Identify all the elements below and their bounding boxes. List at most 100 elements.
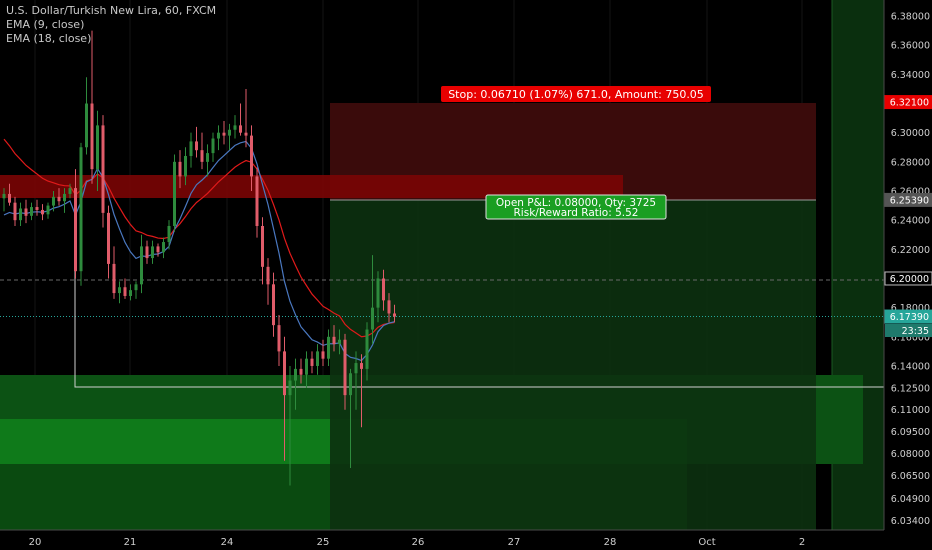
time-axis[interactable] — [0, 530, 884, 550]
candle-body — [30, 207, 33, 216]
candle-body — [52, 196, 55, 206]
candle — [13, 196, 17, 226]
candle-body — [250, 135, 253, 177]
candle-body — [299, 368, 303, 375]
candle — [178, 150, 182, 189]
candle-body — [68, 188, 72, 194]
candle — [382, 269, 385, 311]
candle-body — [338, 339, 341, 345]
candle — [19, 202, 22, 226]
time-tick-label: 24 — [221, 537, 234, 548]
candle-body — [349, 373, 352, 396]
pnl-label-line1: Open P&L: 0.08000, Qty: 3725 — [496, 197, 656, 209]
candle-body — [24, 208, 28, 216]
candle — [200, 132, 204, 170]
candle — [123, 278, 127, 299]
ema18-line[interactable] — [3, 138, 395, 338]
candle-body — [376, 278, 380, 308]
pnl-label-box — [485, 194, 667, 220]
candle — [316, 344, 319, 375]
candle — [85, 77, 88, 155]
price-axis-markers: 6.32100 6.25390 6.20000 6.17390 — [884, 95, 932, 324]
price-tick-label: 6.38000 — [891, 12, 930, 23]
candle — [244, 88, 248, 148]
candle-body — [184, 156, 187, 177]
candle — [365, 322, 369, 381]
price-tick-label: 6.08000 — [891, 449, 930, 460]
candle — [299, 358, 303, 384]
candle-body — [288, 380, 292, 396]
price-tick-label: 6.34000 — [891, 70, 930, 81]
candle — [233, 115, 237, 139]
position-profit-zone[interactable] — [330, 200, 816, 530]
candle — [173, 154, 176, 232]
candle-body — [343, 339, 347, 396]
candle — [305, 351, 308, 388]
price-marker-box — [884, 95, 932, 110]
ema9-legend[interactable]: EMA (9, close) — [6, 18, 85, 31]
candle-body — [46, 205, 50, 215]
candle-body — [217, 132, 220, 139]
candle — [294, 358, 297, 410]
price-tick-label: 6.04900 — [891, 494, 930, 505]
candle — [57, 188, 61, 206]
price-marker: 6.25390 — [884, 192, 932, 207]
candle — [74, 169, 77, 279]
candle — [211, 132, 215, 162]
candle — [129, 284, 132, 301]
candle-body — [360, 363, 363, 369]
ema18-legend[interactable]: EMA (18, close) — [6, 32, 92, 45]
candle-body — [96, 125, 99, 170]
candle-body — [35, 207, 39, 210]
candle — [140, 234, 143, 294]
candle-body — [151, 246, 154, 259]
candle-body — [2, 193, 6, 199]
candle-body — [200, 150, 204, 162]
time-tick-label: Oct — [698, 537, 715, 548]
time-tick-label: 25 — [317, 537, 330, 548]
candle-body — [19, 208, 22, 221]
candle — [332, 325, 336, 352]
time-tick-label: 28 — [604, 537, 617, 548]
candle — [101, 115, 105, 228]
candle — [255, 167, 259, 238]
candle — [184, 147, 187, 186]
candle — [35, 199, 39, 216]
candle-body — [140, 246, 143, 285]
candle — [217, 125, 220, 151]
candle — [387, 293, 391, 323]
candle — [261, 217, 264, 285]
price-tick-label: 6.09500 — [891, 427, 930, 438]
candle — [349, 368, 352, 469]
candle-body — [316, 351, 319, 366]
candle — [52, 191, 55, 212]
candle-body — [272, 284, 275, 326]
candle — [8, 183, 11, 206]
candle-body — [255, 176, 259, 226]
countdown-text: 23:35 — [902, 326, 929, 337]
price-marker: 6.20000 — [884, 271, 932, 286]
resistance-band[interactable] — [0, 175, 623, 198]
symbol-title[interactable]: U.S. Dollar/Turkish New Lira, 60, FXCM — [6, 4, 217, 17]
candle-body — [387, 300, 391, 314]
stop-label-text: Stop: 0.06710 (1.07%) 671.0, Amount: 750… — [448, 88, 704, 101]
candle-body — [41, 209, 44, 215]
candle-body — [222, 132, 226, 136]
price-tick-label: 6.11000 — [891, 405, 930, 416]
candle — [189, 132, 193, 168]
candle-body — [261, 225, 264, 267]
candle-body — [156, 246, 160, 253]
candle-body — [371, 307, 374, 330]
candle-body — [189, 141, 193, 157]
candle-body — [327, 336, 330, 359]
price-tick-label: 6.22000 — [891, 245, 930, 256]
price-marker-text: 6.32100 — [890, 98, 929, 109]
candle-body — [162, 242, 165, 253]
candle-body — [195, 141, 198, 151]
candle — [151, 240, 154, 264]
candle — [145, 240, 149, 264]
price-marker-text: 6.25390 — [890, 195, 929, 206]
candle — [266, 258, 270, 305]
price-tick-label: 6.03400 — [891, 516, 930, 527]
